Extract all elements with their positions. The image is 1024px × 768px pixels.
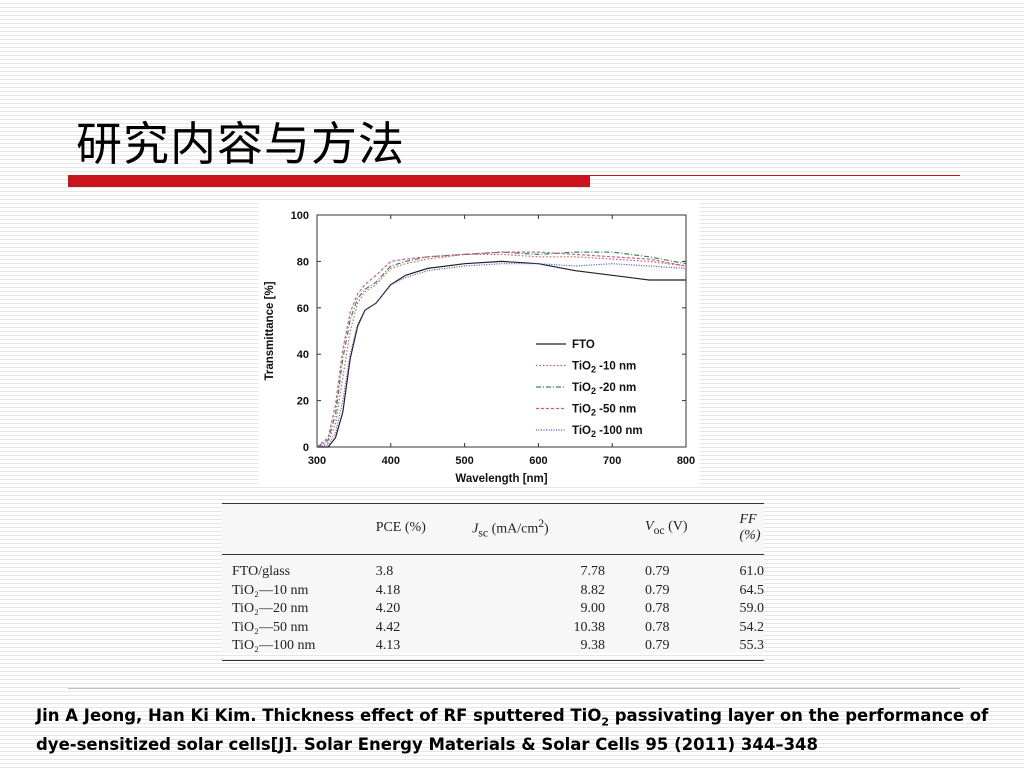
table-row: TiO₂—20 nm 4.20 9.00 0.78 59.0	[222, 600, 764, 619]
cell-voc: 0.78	[645, 601, 670, 616]
table-header-row: PCE (%) Jsc (mA/cm2) Voc (V) FF (%)	[222, 503, 764, 555]
cell-jsc: 9.00	[580, 601, 606, 616]
plot-frame	[316, 214, 687, 448]
performance-table: PCE (%) Jsc (mA/cm2) Voc (V) FF (%) FTO/…	[222, 503, 764, 661]
header-pce: PCE (%)	[375, 503, 473, 555]
y-axis-label: Transmittance [%]	[264, 281, 276, 380]
cell-jsc: 8.82	[580, 582, 606, 598]
legend-label: TiO2 -50 nm	[572, 404, 636, 418]
cell-sample: FTO/glass	[232, 564, 291, 579]
legend-label: TiO2 -100 nm	[572, 425, 643, 439]
x-tick-label: 300	[308, 455, 326, 467]
series-line	[317, 260, 686, 448]
cell-voc: 0.79	[645, 582, 670, 598]
legend-label: TiO2 -10 nm	[572, 361, 636, 375]
cell-voc: 0.78	[645, 619, 670, 635]
cell-ff: 59.0	[739, 601, 765, 616]
y-tick-label: 0	[303, 442, 309, 454]
cell-pce: 4.13	[375, 637, 473, 661]
table-row: TiO₂—10 nm 4.18 8.82 0.79 64.5	[222, 582, 764, 601]
x-tick-label: 400	[382, 455, 400, 467]
header-voc: Voc (V)	[645, 503, 740, 555]
cell-sample: TiO₂—100 nm	[222, 637, 376, 661]
table-row: TiO₂—100 nm 4.13 9.38 0.79 55.3	[222, 637, 764, 661]
legend-label: FTO	[572, 339, 595, 351]
slide-title: 研究内容与方法	[76, 117, 405, 171]
y-tick-label: 40	[297, 349, 309, 361]
title-underline-bar	[68, 175, 590, 187]
x-axis-label: Wavelength [nm]	[455, 473, 547, 485]
cell-jsc: 10.38	[573, 619, 606, 635]
table-row: FTO/glass 3.8 7.78 0.79 61.0	[222, 555, 764, 582]
x-tick-label: 600	[529, 455, 547, 467]
cell-sample: TiO₂—20 nm	[232, 601, 309, 616]
performance-table-panel: PCE (%) Jsc (mA/cm2) Voc (V) FF (%) FTO/…	[222, 503, 764, 661]
cell-sample: TiO₂—50 nm	[232, 619, 309, 635]
series-line	[316, 251, 687, 448]
cell-sample: TiO₂—10 nm	[232, 582, 309, 598]
legend-label: TiO2 -20 nm	[572, 382, 636, 396]
transmittance-chart: 300 400 500 600 700 800 0 20 40 60 80 100 Wavelength…	[258, 203, 700, 486]
cell-voc: 0.79	[645, 564, 670, 579]
x-tick-label: 800	[677, 455, 695, 467]
title-underline-line	[590, 175, 960, 176]
cell-pce: 3.8	[375, 564, 394, 579]
cell-voc: 0.79	[645, 637, 740, 661]
series-line	[316, 263, 687, 448]
cell-pce: 4.20	[375, 601, 401, 616]
y-tick-label: 20	[297, 396, 309, 408]
cell-jsc: 7.78	[580, 564, 606, 579]
cell-ff: 61.0	[739, 564, 765, 579]
cell-jsc: 9.38	[472, 637, 646, 661]
cell-pce: 4.18	[375, 582, 401, 598]
y-tick-label: 100	[291, 210, 309, 222]
transmittance-chart-svg: 300 400 500 600 700 800 0 20 40 60 80 100 Wavelength…	[264, 210, 695, 485]
table-row: TiO₂—50 nm 4.42 10.38 0.78 54.2	[222, 619, 764, 638]
series-line	[316, 251, 687, 448]
citation-text: Jin A Jeong, Han Ki Kim. Thickness effec…	[36, 706, 989, 755]
cell-ff: 55.3	[739, 637, 764, 661]
header-jsc: Jsc (mA/cm2)	[472, 503, 646, 555]
cell-pce: 4.42	[375, 619, 401, 635]
header-ff: FF (%)	[739, 503, 764, 555]
series-line	[316, 253, 687, 448]
y-tick-label: 80	[297, 256, 309, 268]
x-tick-label: 700	[603, 455, 621, 467]
header-sample	[222, 503, 376, 555]
cell-ff: 54.2	[739, 619, 765, 635]
y-tick-label: 60	[297, 303, 309, 315]
cell-ff: 64.5	[739, 582, 765, 598]
footer-divider	[68, 688, 960, 689]
x-tick-label: 500	[455, 455, 473, 467]
